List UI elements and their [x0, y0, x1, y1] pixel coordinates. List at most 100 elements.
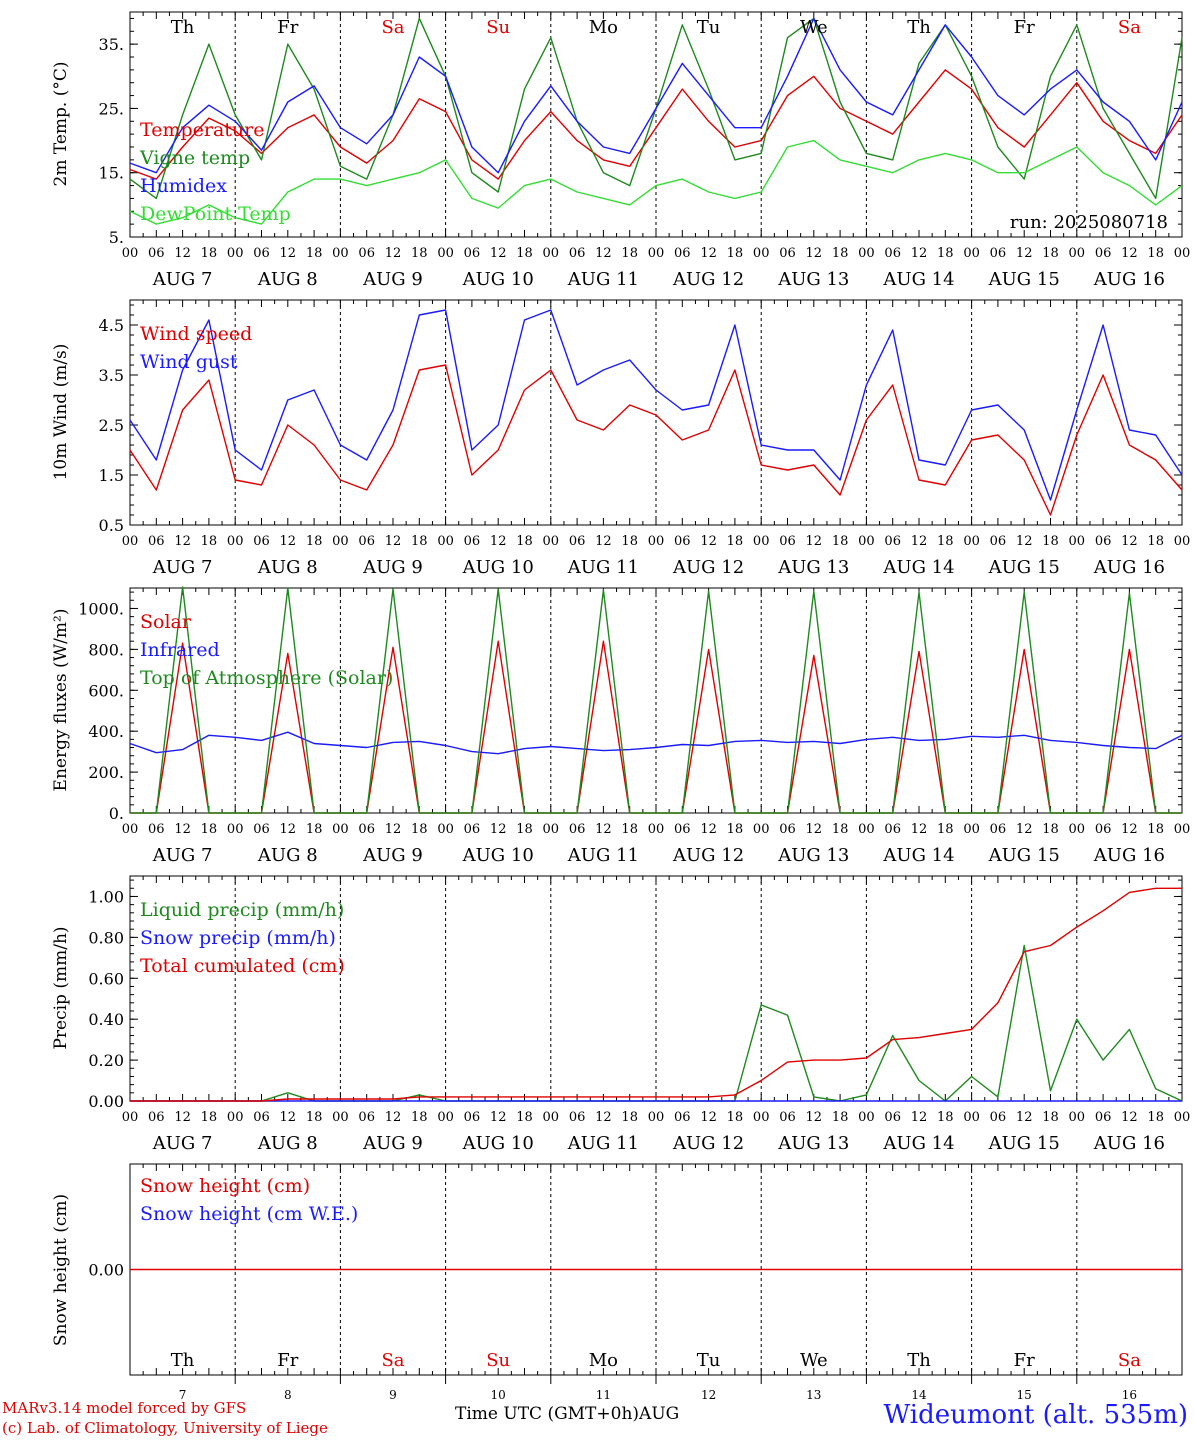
date-label: AUG 16 — [1093, 845, 1165, 866]
hour-tick-label: 18 — [937, 822, 954, 837]
station-label: Wideumont (alt. 535m) — [883, 1400, 1188, 1430]
hour-tick-label: 00 — [332, 822, 349, 837]
legend-entry: Humidex — [140, 175, 227, 197]
hour-tick-label: 18 — [516, 246, 533, 261]
panel-frame — [129, 299, 1183, 526]
date-label: AUG 10 — [462, 1133, 534, 1154]
legend-entry: Snow height (cm) — [140, 1175, 310, 1197]
hour-tick-label: 00 — [1174, 822, 1191, 837]
date-label: AUG 7 — [152, 845, 213, 866]
date-label: AUG 12 — [672, 269, 744, 290]
day-number: 16 — [1122, 1388, 1137, 1402]
hour-tick-label: 12 — [490, 534, 507, 549]
date-label: AUG 9 — [362, 269, 423, 290]
hour-tick-label: 18 — [411, 246, 428, 261]
y-tick-label: 1.00 — [88, 887, 124, 906]
hour-tick-label: 00 — [437, 534, 454, 549]
hour-tick-label: 12 — [1016, 534, 1033, 549]
date-label: AUG 14 — [882, 557, 954, 578]
hour-tick-label: 18 — [727, 246, 744, 261]
hour-tick-label: 00 — [753, 534, 770, 549]
hour-tick-label: 18 — [727, 822, 744, 837]
hour-tick-label: 00 — [227, 1110, 244, 1125]
hour-tick-label: 00 — [332, 534, 349, 549]
legend-entry: Snow precip (mm/h) — [140, 927, 336, 949]
date-label: AUG 11 — [567, 845, 639, 866]
hour-tick-label: 12 — [806, 1110, 823, 1125]
hour-tick-label: 12 — [700, 534, 717, 549]
hour-tick-label: 12 — [911, 246, 928, 261]
date-label: AUG 15 — [988, 845, 1060, 866]
legend-entry: Wind gust — [140, 351, 238, 373]
hour-tick-label: 06 — [1095, 246, 1112, 261]
hour-tick-label: 00 — [1069, 534, 1086, 549]
hour-tick-label: 00 — [332, 246, 349, 261]
series-line-wind-speed — [129, 364, 1183, 516]
day-number: 11 — [596, 1388, 611, 1402]
date-label: AUG 13 — [777, 845, 849, 866]
date-label: AUG 12 — [672, 557, 744, 578]
hour-tick-label: 00 — [543, 822, 560, 837]
hour-tick-label: 00 — [437, 822, 454, 837]
hour-tick-label: 12 — [280, 1110, 297, 1125]
hour-tick-label: 18 — [1042, 1110, 1059, 1125]
date-label: AUG 14 — [882, 1133, 954, 1154]
y-tick-label: 0.00 — [88, 1261, 124, 1280]
series-line-temperature — [129, 69, 1183, 180]
day-number: 14 — [911, 1388, 927, 1402]
date-label: AUG 7 — [152, 1133, 213, 1154]
y-tick-label: 0.20 — [88, 1051, 124, 1070]
y-axis-label: Snow height (cm) — [51, 1194, 71, 1346]
date-label: AUG 9 — [362, 845, 423, 866]
hour-tick-label: 12 — [911, 822, 928, 837]
day-name-top: Th — [171, 17, 195, 38]
day-name-bottom: Mo — [589, 1350, 618, 1371]
model-line: MARv3.14 model forced by GFS — [2, 1399, 247, 1417]
date-label: AUG 16 — [1093, 557, 1165, 578]
day-number: 12 — [701, 1388, 716, 1402]
date-label: AUG 11 — [567, 557, 639, 578]
hour-tick-label: 06 — [884, 246, 901, 261]
hour-tick-label: 12 — [280, 534, 297, 549]
hour-tick-label: 06 — [884, 1110, 901, 1125]
hour-tick-label: 06 — [148, 822, 165, 837]
hour-tick-label: 18 — [621, 822, 638, 837]
day-name-top: We — [800, 17, 828, 38]
hour-tick-label: 18 — [516, 534, 533, 549]
hour-tick-label: 18 — [1042, 246, 1059, 261]
hour-tick-label: 12 — [385, 822, 402, 837]
hour-tick-label: 00 — [753, 822, 770, 837]
panel-5: 0.00 Snow height (cm) Snow height (cm) Snow… — [51, 1163, 1183, 1376]
hour-tick-label: 00 — [1174, 1110, 1191, 1125]
hour-tick-label: 00 — [963, 822, 980, 837]
y-tick-label: 35. — [99, 35, 124, 54]
hour-tick-label: 00 — [648, 822, 665, 837]
hour-tick-label: 00 — [227, 822, 244, 837]
hour-tick-label: 18 — [727, 534, 744, 549]
hour-tick-label: 06 — [990, 246, 1007, 261]
hour-tick-label: 12 — [595, 822, 612, 837]
day-name-top: Fr — [277, 17, 298, 38]
date-label: AUG 15 — [988, 269, 1060, 290]
day-name-top: Sa — [1118, 17, 1141, 38]
hour-tick-label: 00 — [963, 534, 980, 549]
y-tick-label: 200. — [88, 763, 124, 782]
hour-tick-label: 00 — [753, 246, 770, 261]
y-tick-label: 0.00 — [88, 1092, 124, 1111]
date-label: AUG 11 — [567, 1133, 639, 1154]
hour-tick-label: 00 — [648, 1110, 665, 1125]
day-name-bottom: Th — [907, 1350, 931, 1371]
y-tick-label: 400. — [88, 722, 124, 741]
hour-tick-label: 18 — [411, 534, 428, 549]
day-number: 13 — [806, 1388, 821, 1402]
hour-tick-label: 00 — [753, 1110, 770, 1125]
hour-tick-label: 12 — [1121, 534, 1138, 549]
hour-tick-label: 00 — [437, 1110, 454, 1125]
hour-tick-label: 12 — [280, 246, 297, 261]
hour-tick-label: 12 — [1121, 822, 1138, 837]
hour-tick-label: 18 — [201, 1110, 218, 1125]
hour-tick-label: 18 — [306, 246, 323, 261]
hour-tick-label: 18 — [306, 822, 323, 837]
hour-tick-label: 18 — [937, 246, 954, 261]
